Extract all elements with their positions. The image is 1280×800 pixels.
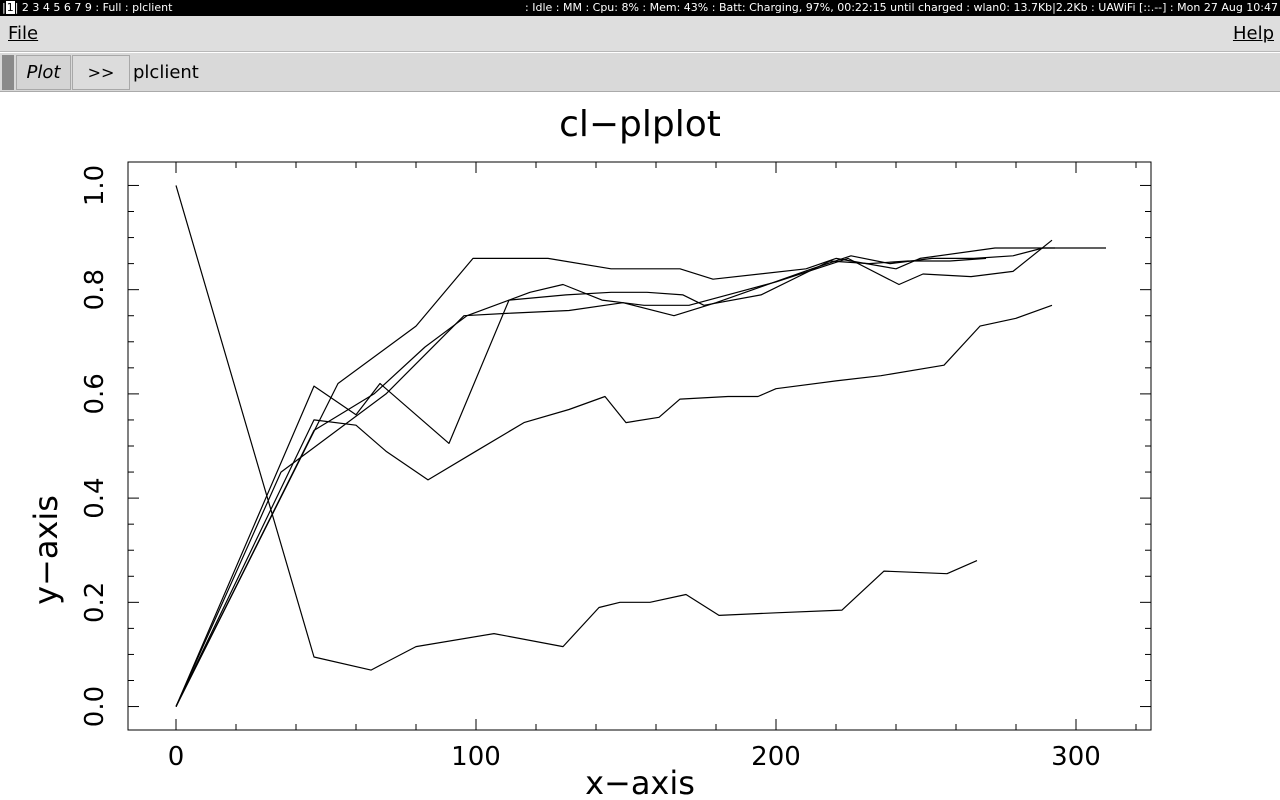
other-workspaces[interactable]: 2 3 4 5 6 7 9 — [21, 1, 92, 14]
y-tick-label: 1.0 — [80, 165, 110, 206]
window-manager-status-bar: |1| 2 3 4 5 6 7 9 : Full : plclient : Id… — [0, 0, 1280, 16]
current-workspace[interactable]: 1 — [5, 1, 15, 14]
help-menu-label: Help — [1232, 23, 1274, 44]
y-tick-label: 0.6 — [80, 373, 110, 414]
series-line-4 — [175, 247, 1055, 707]
app-name-label: plclient — [133, 62, 199, 83]
x-tick-label: 300 — [1051, 742, 1101, 772]
series-line-2 — [175, 304, 1053, 707]
workspace-list: |1| 2 3 4 5 6 7 9 : Full : plclient — [2, 1, 173, 14]
toolbar-grip-handle[interactable] — [2, 55, 14, 90]
x-tick-label: 100 — [451, 742, 501, 772]
plot-canvas: cl−plplot 0 100 200 300 0.0 0.2 0.4 0.6 0.8 1.0 x… — [27, 104, 1152, 800]
window-title: plclient — [132, 1, 173, 14]
file-menu-label: File — [8, 23, 39, 44]
tab-plot[interactable]: Plot — [16, 55, 71, 90]
layout-mode: Full — [102, 1, 122, 14]
more-tabs-button[interactable]: >> — [72, 55, 130, 90]
help-menu[interactable]: Help — [1231, 16, 1276, 52]
chart-title: cl−plplot — [559, 104, 721, 145]
y-tick-label: 0.0 — [80, 686, 110, 727]
y-tick-label: 0.4 — [80, 477, 110, 518]
series-line-1 — [175, 185, 978, 671]
x-axis-label: x−axis — [585, 764, 695, 800]
series-line-3 — [175, 257, 987, 707]
x-tick-label: 200 — [751, 742, 801, 772]
menu-bar: File Help — [0, 16, 1280, 52]
file-menu[interactable]: File — [6, 16, 40, 52]
series-line-6 — [175, 239, 1053, 707]
system-status: : Idle : MM : Cpu: 8% : Mem: 43% : Batt:… — [525, 1, 1278, 14]
y-axis-label: y−axis — [27, 495, 65, 605]
y-tick-label: 0.8 — [80, 269, 110, 310]
notebook-tab-bar: Plot >> plclient — [0, 53, 1280, 92]
plot-area: 0 100 200 300 0.0 0.2 0.4 0.6 0.8 1.0 — [80, 161, 1152, 772]
x-tick-label: 0 — [168, 742, 185, 772]
series-line-5 — [175, 247, 1106, 707]
y-tick-label: 0.2 — [80, 582, 110, 623]
plot-frame — [127, 161, 1152, 731]
